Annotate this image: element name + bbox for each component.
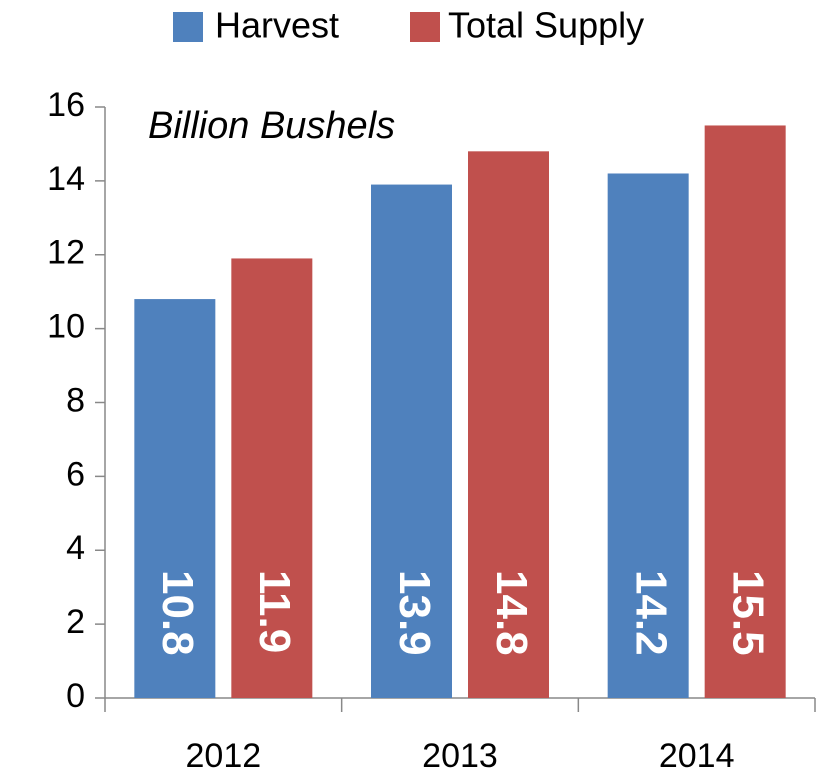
y-tick-label: 8	[66, 381, 85, 419]
bar	[371, 184, 452, 699]
data-label: 13.9	[390, 570, 439, 656]
x-tick-label: 2013	[422, 737, 498, 775]
legend-label: Total Supply	[448, 5, 644, 46]
y-tick-label: 10	[47, 308, 85, 346]
y-tick-label: 2	[66, 603, 85, 641]
x-tick-label: 2012	[186, 737, 262, 775]
x-tick-label: 2014	[659, 737, 735, 775]
data-label: 14.2	[627, 570, 676, 656]
bar	[134, 299, 216, 698]
data-label: 11.9	[250, 570, 299, 653]
data-label: 10.8	[153, 570, 202, 656]
y-tick-label: 16	[47, 86, 85, 124]
bar	[468, 151, 549, 698]
legend-swatch	[173, 12, 203, 42]
annotation: Billion Bushels	[148, 105, 395, 147]
bar	[704, 125, 786, 698]
data-label: 14.8	[487, 570, 536, 656]
y-tick-label: 14	[47, 160, 85, 198]
y-tick-label: 0	[66, 677, 85, 715]
data-label: 15.5	[724, 570, 773, 656]
legend-swatch	[410, 12, 440, 42]
y-tick-label: 12	[47, 234, 85, 272]
bar	[231, 258, 313, 698]
y-tick-label: 6	[66, 455, 85, 493]
legend-label: Harvest	[215, 5, 339, 46]
y-tick-label: 4	[66, 529, 85, 567]
bar	[607, 173, 689, 699]
